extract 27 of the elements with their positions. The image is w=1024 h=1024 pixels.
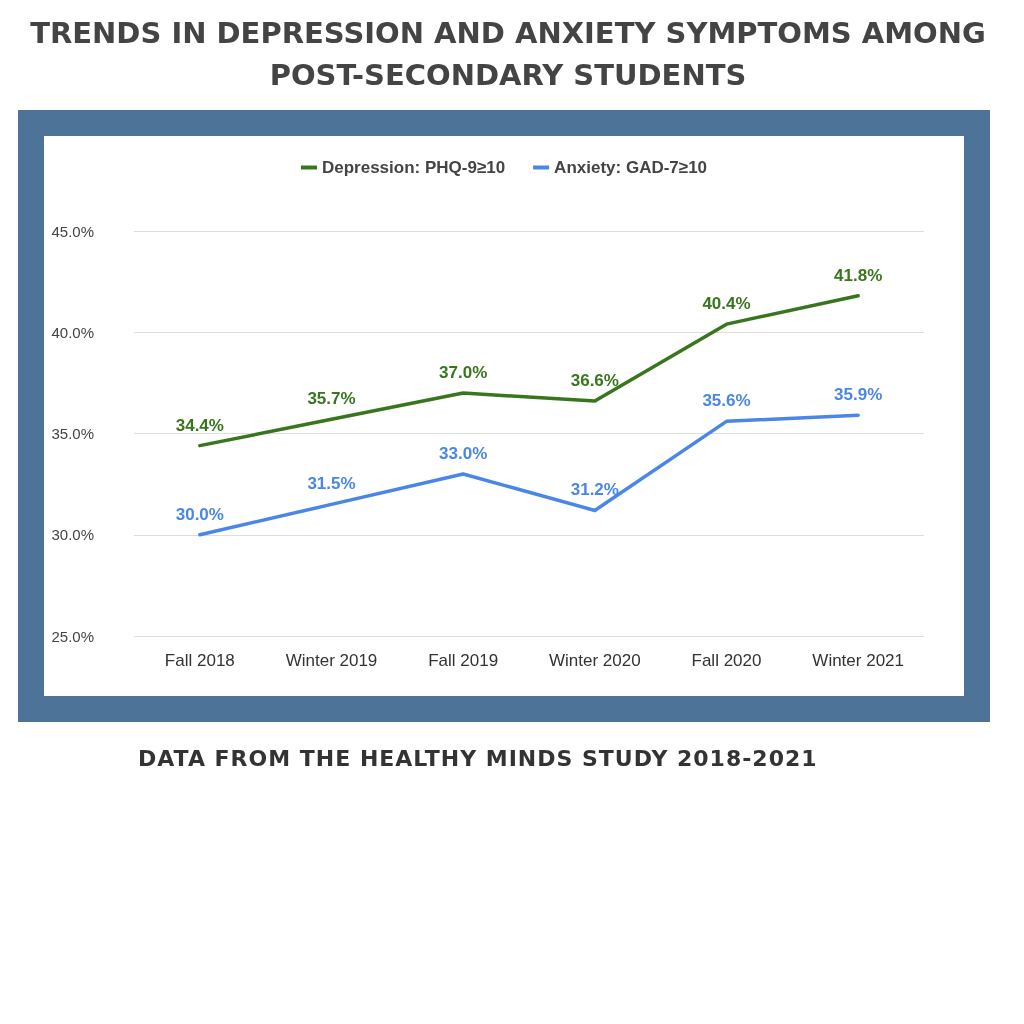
y-tick-label: 35.0% xyxy=(51,425,94,442)
data-label: 40.4% xyxy=(702,294,751,314)
data-label: 31.2% xyxy=(570,480,619,500)
data-label: 33.0% xyxy=(439,444,488,463)
legend-label: Anxiety: GAD-7≥10 xyxy=(554,158,708,177)
data-label: 34.4% xyxy=(175,415,224,435)
text: DATA FROM THE HEALTHY MINDS STUDY 2018-2021 xyxy=(138,746,819,771)
x-tick-label: Fall 2019 xyxy=(428,651,499,670)
y-tick-label: 25.0% xyxy=(51,627,94,645)
legend-label: Depression: PHQ-9≥10 xyxy=(321,158,506,177)
x-tick-label: Fall 2018 xyxy=(164,651,235,670)
y-tick-label: 45.0% xyxy=(51,222,94,240)
data-label: 35.7% xyxy=(307,389,356,409)
x-tick-label: Fall 2020 xyxy=(691,651,762,670)
y-tick-label: 30.0% xyxy=(51,526,94,544)
chart-title: TRENDS IN DEPRESSION AND ANXIETY SYMPTOMS AMONG POST-SECONDARY STUDENTS xyxy=(29,15,987,94)
data-label: 37.0% xyxy=(439,363,488,382)
data-label: 41.8% xyxy=(834,265,883,285)
x-tick-label: Winter 2020 xyxy=(549,651,641,670)
data-label: 35.6% xyxy=(702,391,751,411)
x-tick-label: Winter 2021 xyxy=(812,651,904,670)
y-tick-label: 40.0% xyxy=(51,323,94,341)
x-tick-label: Winter 2019 xyxy=(285,651,378,670)
data-label: 31.5% xyxy=(307,474,356,494)
data-label: 36.6% xyxy=(570,371,619,391)
data-label: 35.9% xyxy=(834,385,883,405)
data-label: 30.0% xyxy=(175,504,224,524)
